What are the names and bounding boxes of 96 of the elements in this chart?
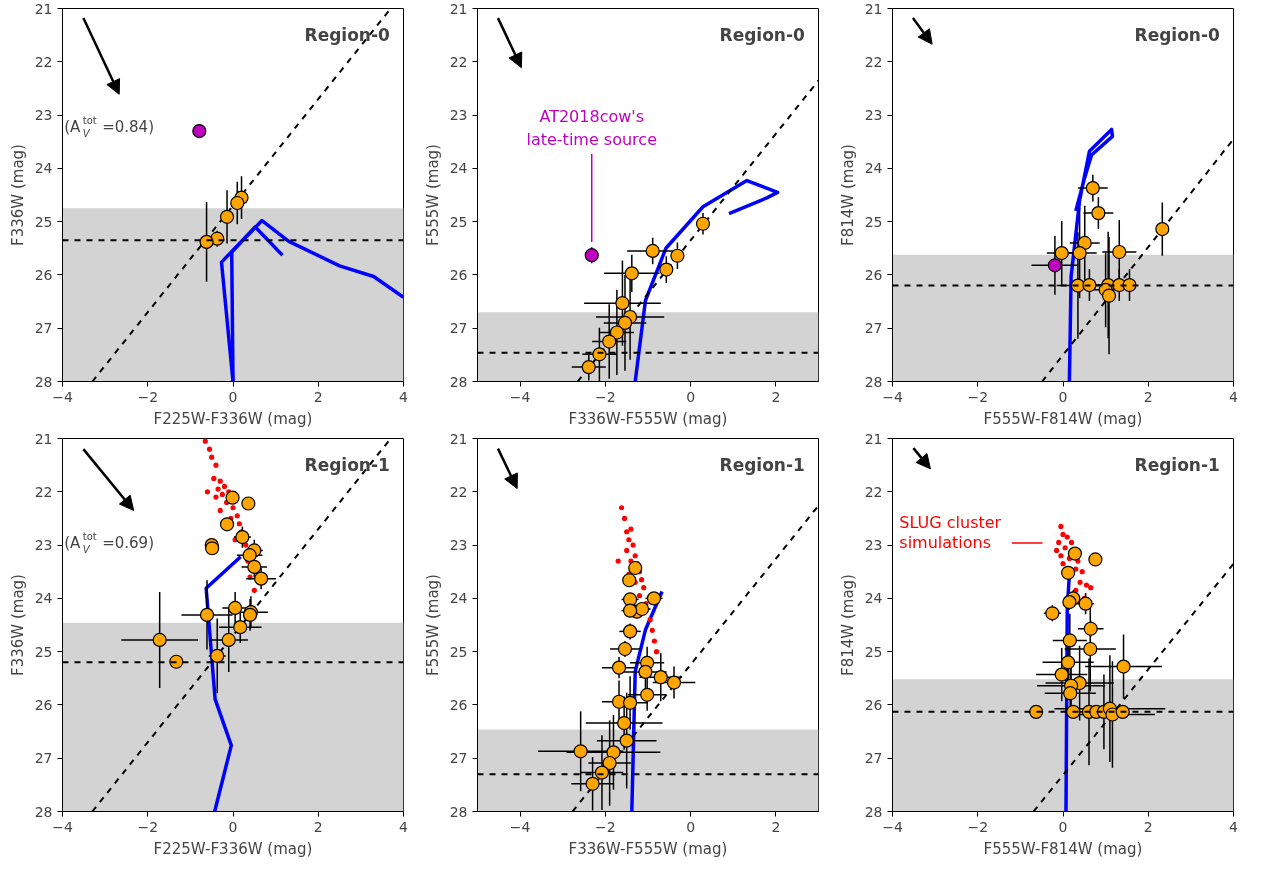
y-tick-label: 26	[864, 696, 883, 713]
y-tick-label: 27	[864, 320, 883, 337]
y-tick-label: 25	[864, 213, 883, 230]
y-tick-label: 23	[449, 537, 468, 554]
y-tick-label: 23	[449, 107, 468, 124]
x-axis-title: F336W-F555W (mag)	[568, 839, 728, 858]
x-tick-label: 2	[1143, 388, 1153, 405]
text: Region-1	[1134, 454, 1220, 475]
x-tick-label: −2	[137, 388, 159, 405]
x-tick-label: −4	[52, 818, 73, 835]
x-tick-label: −4	[509, 388, 531, 405]
y-tick-label: 21	[864, 0, 883, 17]
y-tick-label: 28	[449, 803, 468, 820]
y-tick-label: 26	[34, 696, 53, 713]
x-tick-label: 0	[686, 818, 696, 835]
y-axis-title: F336W (mag)	[8, 144, 27, 246]
x-tick-label: 4	[399, 388, 409, 405]
x-tick-label: −4	[882, 388, 903, 405]
text: Region-1	[719, 454, 805, 475]
y-tick-label: 24	[449, 160, 468, 177]
y-tick-label: 24	[34, 590, 53, 607]
x-tick-label: −2	[595, 818, 616, 835]
y-tick-label: 24	[34, 160, 53, 177]
x-tick-label: 0	[686, 388, 696, 405]
x-axis-title: F336W-F555W (mag)	[568, 409, 728, 428]
text: Region-0	[1134, 24, 1221, 45]
x-tick-label: 0	[1058, 818, 1068, 835]
x-tick-label: 4	[1229, 388, 1239, 405]
y-tick-label: 25	[864, 643, 883, 660]
y-tick-label: 21	[449, 430, 468, 447]
y-tick-label: 24	[864, 590, 883, 607]
x-tick-label: −4	[52, 388, 73, 405]
annotation: SLUG cluster simulations	[899, 512, 1002, 553]
y-tick-label: 24	[864, 160, 883, 177]
y-tick-label: 26	[34, 266, 53, 283]
x-tick-label: −2	[967, 388, 989, 405]
y-tick-label: 27	[449, 320, 468, 337]
y-tick-label: 26	[449, 266, 468, 283]
x-tick-label: 2	[313, 818, 323, 835]
x-tick-label: −4	[509, 818, 531, 835]
y-tick-label: 25	[449, 643, 468, 660]
y-tick-label: 22	[34, 53, 53, 70]
y-axis-title: F555W (mag)	[423, 574, 442, 676]
y-tick-label: 28	[864, 803, 883, 820]
y-tick-label: 28	[449, 373, 468, 390]
y-tick-label: 25	[449, 213, 468, 230]
x-tick-label: 0	[228, 818, 238, 835]
y-tick-label: 28	[864, 373, 883, 390]
y-tick-label: 25	[34, 213, 53, 230]
x-tick-label: 0	[1058, 388, 1068, 405]
x-tick-label: 0	[228, 388, 238, 405]
y-tick-label: 21	[34, 0, 53, 17]
y-tick-label: 26	[864, 266, 883, 283]
y-tick-label: 21	[864, 430, 883, 447]
y-tick-label: 23	[34, 107, 53, 124]
text: Region-0	[304, 24, 391, 45]
y-tick-label: 26	[449, 696, 468, 713]
text: Region-0	[719, 24, 806, 45]
y-tick-label: 28	[34, 803, 53, 820]
y-axis-title: F336W (mag)	[8, 574, 27, 676]
x-tick-label: 2	[313, 388, 323, 405]
y-tick-label: 28	[34, 373, 53, 390]
x-tick-label: 2	[771, 388, 781, 405]
y-tick-label: 23	[864, 537, 883, 554]
text: Region-1	[304, 454, 390, 475]
y-tick-label: 21	[34, 430, 53, 447]
y-axis-title: F814W (mag)	[838, 144, 857, 246]
x-axis-title: F225W-F336W (mag)	[153, 409, 313, 428]
x-axis-title: F555W-F814W (mag)	[983, 839, 1143, 858]
y-tick-label: 27	[864, 750, 883, 767]
y-tick-label: 23	[34, 537, 53, 554]
x-tick-label: 2	[771, 818, 781, 835]
y-tick-label: 27	[34, 320, 53, 337]
y-tick-label: 22	[449, 483, 468, 500]
x-tick-label: −2	[137, 818, 159, 835]
x-tick-label: −2	[595, 388, 616, 405]
y-tick-label: 25	[34, 643, 53, 660]
y-axis-title: F555W (mag)	[423, 144, 442, 246]
y-tick-label: 27	[449, 750, 468, 767]
y-tick-label: 21	[449, 0, 468, 17]
x-tick-label: −2	[967, 818, 989, 835]
x-tick-label: 2	[1143, 818, 1153, 835]
x-axis-title: F225W-F336W (mag)	[153, 839, 313, 858]
y-tick-label: 23	[864, 107, 883, 124]
x-axis-title: F555W-F814W (mag)	[983, 409, 1143, 428]
y-tick-label: 22	[864, 483, 883, 500]
annotation: AT2018cow's late-time source	[526, 107, 657, 149]
y-tick-label: 22	[864, 53, 883, 70]
x-tick-label: 4	[1229, 818, 1239, 835]
y-tick-label: 27	[34, 750, 53, 767]
y-tick-label: 22	[34, 483, 53, 500]
x-tick-label: 4	[399, 818, 409, 835]
x-tick-label: −4	[882, 818, 903, 835]
y-tick-label: 24	[449, 590, 468, 607]
y-axis-title: F814W (mag)	[838, 574, 857, 676]
y-tick-label: 22	[449, 53, 468, 70]
